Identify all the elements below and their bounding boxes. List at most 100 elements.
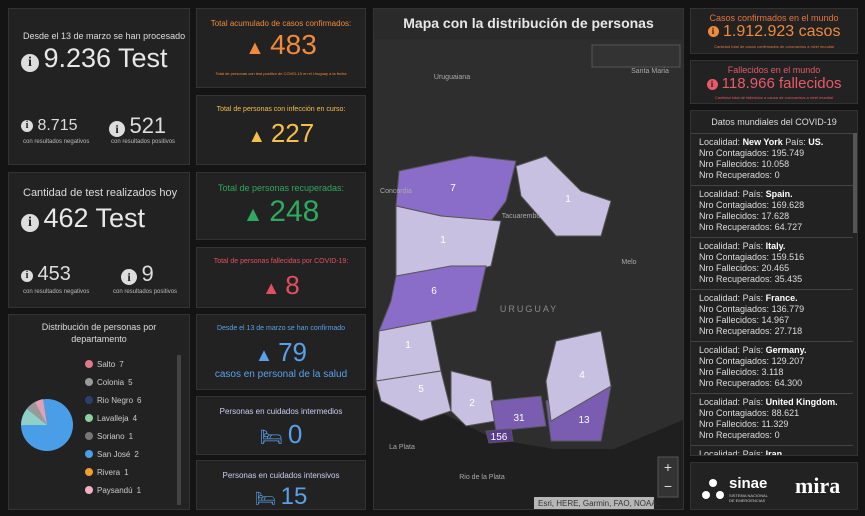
value-text: 1.912.923 casos [723,23,841,40]
indicator-title: Total acumulado de casos confirmados: [210,19,352,28]
icon: ▲ [262,278,286,298]
place-label: Melo [621,259,636,266]
info-icon: i [21,53,39,72]
country: Italy. [765,241,786,251]
row: Nro Fallecidos: 17.628 [699,211,845,222]
label: Localidad: [699,345,741,355]
legend-name: Rio Negro [97,395,134,405]
label: Nro Contagiados: [699,252,770,262]
list-item: Localidad: New York País: US. Nro Contagi… [691,133,853,185]
pos-label: con resultados positivos [111,139,176,145]
title: Desde el 13 de marzo se han procesado [23,31,186,41]
swatch [85,468,93,476]
list-item: Localidad: País: United Kingdom. Nro Cont… [691,393,853,445]
map-panel: Mapa con la distribución de personas + −… [373,8,684,510]
list-item: Localidad: País: Iran. [691,445,853,456]
note: Cantidad total de casos confirmados de c… [714,44,834,49]
department-count: 1 [440,235,446,246]
tests-total-panel: Desde el 13 de marzo se han procesado i … [8,8,190,165]
toolbar[interactable] [591,44,681,68]
tests-today-panel: Cantidad de test realizados hoy i 462 Te… [8,172,190,308]
legend-value: 7 [119,359,124,369]
swatch [85,378,93,386]
deaths: 14.967 [761,315,790,325]
icon: 🛏︎ [254,489,281,508]
map-title: Mapa con la distribución de personas [403,15,654,31]
value: 462 Test [43,203,146,233]
title: Casos confirmados en el mundo [709,13,839,23]
value: i 118.966 fallecidos [691,75,857,92]
zoom-out[interactable]: − [664,478,672,494]
department-count: 13 [578,415,590,426]
water [374,389,683,509]
row: Nro Recuperados: 0 [699,170,845,181]
pie-slice [21,409,47,425]
infected: 129.207 [771,356,805,366]
deaths: 20.465 [761,263,790,273]
label: Nro Fallecidos: [699,263,760,273]
list-item: Localidad: País: Germany. Nro Contagiados… [691,341,853,393]
note: Cantidad total de fallecidos a causa de … [714,95,834,100]
indicator-note: Total de personas con test positivo de C… [215,71,347,76]
place-label: Santa Maria [631,68,669,75]
place-label: La Plata [389,444,415,451]
label: País: [742,189,764,199]
row: Localidad: País: Iran. [699,449,845,456]
locality: New York [742,137,783,147]
legend-item: Lavalleja 4 [85,409,141,427]
legend-name: San José [97,449,131,459]
department [545,330,612,422]
indicator-panel: Personas en cuidados intensivos 🛏︎ 15 [196,460,366,510]
department-count: 31 [513,413,525,424]
label: Nro Contagiados: [699,200,770,210]
legend-value: 6 [137,395,142,405]
row: Nro Recuperados: 64.727 [699,222,845,233]
pos: i 521 [109,113,166,139]
department [450,370,497,427]
deaths: 3.118 [761,367,784,377]
legend-value: 1 [136,485,142,495]
info-icon: i [121,268,137,285]
mira: mira [795,473,841,498]
sinae-icon [702,479,724,499]
info-icon: i [21,119,33,132]
swatch [85,360,93,368]
legend-name: Rivera [97,467,121,477]
zoom[interactable] [657,456,679,498]
legend-item: Colonia 5 [85,373,141,391]
label: Nro Recuperados: [699,430,773,440]
sinae-sub: SISTEMA NACIONAL DE EMERGENCIAS [729,493,768,503]
value-text: 248 [269,195,320,228]
label: País: [742,397,764,407]
country: United Kingdom. [765,397,838,407]
infected: 88.621 [771,408,800,418]
neg-value: 8.715 [37,117,78,134]
place-label: Concordia [380,188,412,195]
swatch [85,396,93,404]
pie [21,399,73,451]
swatch [85,486,93,494]
value-text: 8 [285,270,300,300]
scrollbar [853,133,857,233]
sinae: sinae [729,475,768,492]
indicator-panel: Total acumulado de casos confirmados: ▲ 4… [196,8,366,88]
legend-name: Paysandú [97,485,133,495]
value-text: 79 [278,337,307,367]
label: País: [785,137,806,147]
legend-value: 2 [134,449,139,459]
recovered: 64.727 [774,222,803,232]
recovered: 27.718 [774,326,803,336]
legend-item: Soriano 1 [85,427,141,445]
info-icon: i [707,26,719,38]
label: País: [742,293,764,303]
label: País: [742,449,764,456]
pie-slice [27,402,47,425]
neg-value: 453 [37,263,71,285]
label: Localidad: [699,397,741,407]
value-row: i 9.236 Test [21,43,168,74]
indicator-panel: Desde el 13 de marzo se han confirmado ▲ … [196,314,366,390]
zoom-in[interactable]: + [664,459,672,475]
label: País: [742,345,764,355]
pos-label: con resultados positivos [113,289,178,295]
label: Nro Contagiados: [699,408,770,418]
